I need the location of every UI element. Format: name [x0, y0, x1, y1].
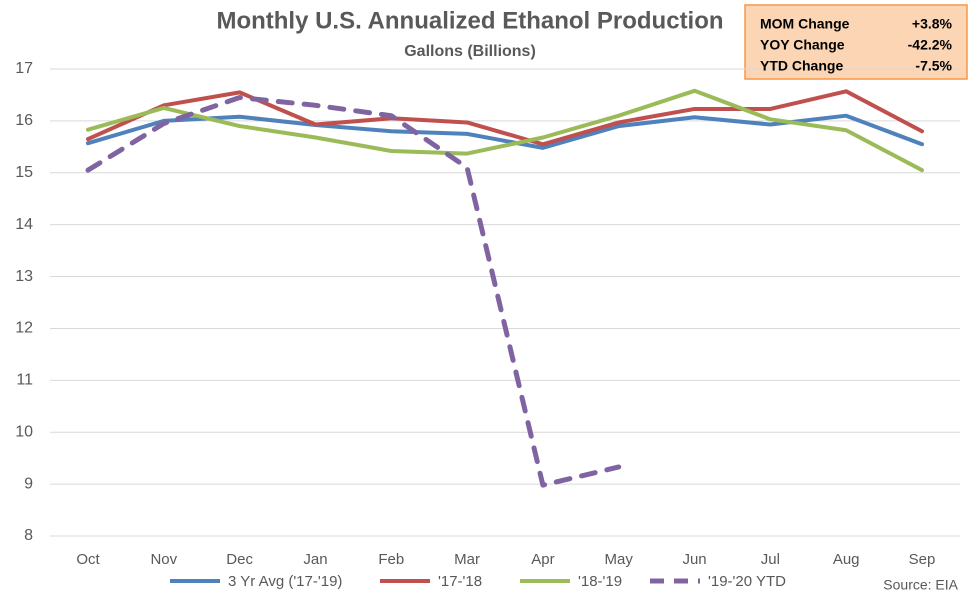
x-tick-label: Nov — [150, 551, 177, 568]
legend-label: '17-'18 — [438, 573, 482, 590]
stat-label: YOY Change — [760, 37, 845, 53]
series-line — [85, 95, 622, 488]
y-tick-label: 11 — [16, 372, 33, 389]
y-tick-label: 13 — [15, 268, 33, 285]
y-tick-label: 9 — [24, 475, 33, 492]
y-tick-label: 16 — [15, 112, 33, 129]
source: Source: EIA — [883, 577, 958, 593]
x-tick-label: May — [605, 551, 634, 568]
y-tick-label: 10 — [15, 423, 33, 440]
y-tick-label: 15 — [15, 164, 33, 181]
y-tick-label: 8 — [24, 527, 33, 544]
y-tick-label: 12 — [15, 320, 33, 337]
y-tick-label: 14 — [15, 216, 33, 233]
legend-label: '18-'19 — [578, 573, 622, 590]
x-tick-label: Jun — [682, 551, 706, 568]
x-tick-label: Feb — [378, 551, 404, 568]
x-tick-label: Oct — [76, 551, 100, 568]
x-tick-label: Sep — [909, 551, 936, 568]
chart-subtitle: Gallons (Billions) — [404, 43, 536, 60]
series-line — [86, 88, 924, 173]
stat-value: +3.8% — [912, 16, 953, 32]
stat-label: MOM Change — [760, 16, 850, 32]
x-tick-label: Dec — [226, 551, 253, 568]
y-tick-label: 17 — [15, 60, 33, 77]
x-tick-label: Aug — [833, 551, 860, 568]
legend-label: '19-'20 YTD — [708, 573, 786, 590]
stat-label: YTD Change — [760, 58, 843, 74]
chart-title: Monthly U.S. Annualized Ethanol Producti… — [216, 7, 723, 34]
x-tick-label: Jul — [761, 551, 780, 568]
stats-box — [744, 4, 968, 80]
x-tick-label: Apr — [531, 551, 554, 568]
series-line — [86, 89, 924, 147]
legend-label: 3 Yr Avg ('17-'19) — [228, 573, 342, 590]
stat-value: -7.5% — [915, 58, 952, 74]
x-tick-label: Jan — [303, 551, 327, 568]
x-tick-label: Mar — [454, 551, 480, 568]
stat-value: -42.2% — [908, 37, 953, 53]
